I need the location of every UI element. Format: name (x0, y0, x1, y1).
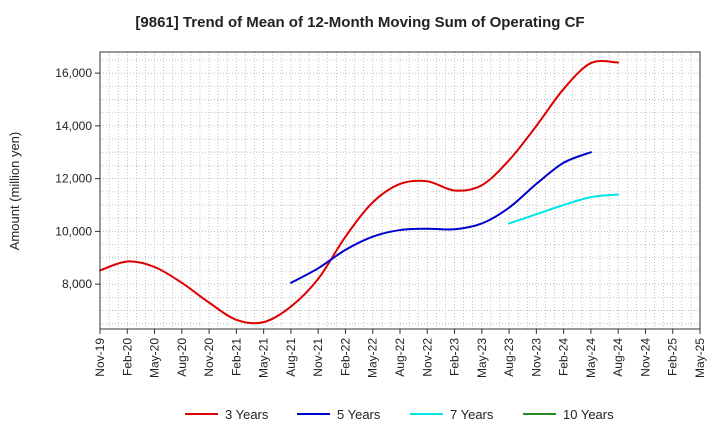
y-tick-label: 10,000 (55, 224, 92, 238)
y-tick-label: 16,000 (55, 66, 92, 80)
x-tick-label: Feb-23 (448, 338, 462, 376)
x-axis-ticks: Nov-19 Feb-20 May-20 Aug-20 Nov-20 Feb-21 May-… (93, 329, 707, 378)
legend-label-5-years: 5 Years (337, 407, 381, 422)
x-tick-label: Nov-20 (202, 338, 216, 377)
x-tick-label: May-22 (366, 338, 380, 378)
x-tick-label: Nov-19 (93, 338, 107, 377)
legend-label-7-years: 7 Years (450, 407, 494, 422)
x-tick-label: Aug-23 (502, 338, 516, 377)
x-tick-label: Nov-21 (311, 338, 325, 377)
y-axis-ticks: 8,000 10,000 12,000 14,000 16,000 (55, 66, 100, 291)
x-tick-label: Nov-24 (638, 338, 652, 377)
y-tick-label: 8,000 (62, 277, 92, 291)
x-tick-label: May-20 (148, 338, 162, 378)
y-axis-label: Amount (million yen) (7, 132, 22, 251)
legend-label-10-years: 10 Years (563, 407, 614, 422)
series-line-5-years (289, 151, 592, 284)
x-tick-label: May-24 (584, 338, 598, 378)
x-tick-label: Feb-22 (338, 338, 352, 376)
x-tick-label: May-25 (693, 338, 707, 378)
x-tick-label: Aug-21 (284, 338, 298, 377)
x-tick-label: Feb-24 (557, 338, 571, 376)
x-tick-label: Aug-24 (611, 338, 625, 377)
x-tick-label: Feb-20 (120, 338, 134, 376)
legend: 3 Years 5 Years 7 Years 10 Years (185, 407, 614, 422)
x-tick-label: Nov-23 (529, 338, 543, 377)
x-tick-label: Feb-25 (666, 338, 680, 376)
grid-lines (100, 52, 700, 329)
x-tick-label: May-21 (257, 338, 271, 378)
legend-label-3-years: 3 Years (225, 407, 269, 422)
x-tick-label: May-23 (475, 338, 489, 378)
series-line-7-years (508, 193, 620, 225)
x-tick-label: Nov-22 (420, 338, 434, 377)
x-tick-label: Aug-20 (175, 338, 189, 377)
chart-title: [9861] Trend of Mean of 12-Month Moving … (135, 14, 584, 31)
x-tick-label: Aug-22 (393, 338, 407, 377)
y-tick-label: 12,000 (55, 172, 92, 186)
y-tick-label: 14,000 (55, 119, 92, 133)
series-line-3-years (99, 60, 620, 325)
x-tick-label: Feb-21 (229, 338, 243, 376)
series-lines (99, 60, 620, 325)
